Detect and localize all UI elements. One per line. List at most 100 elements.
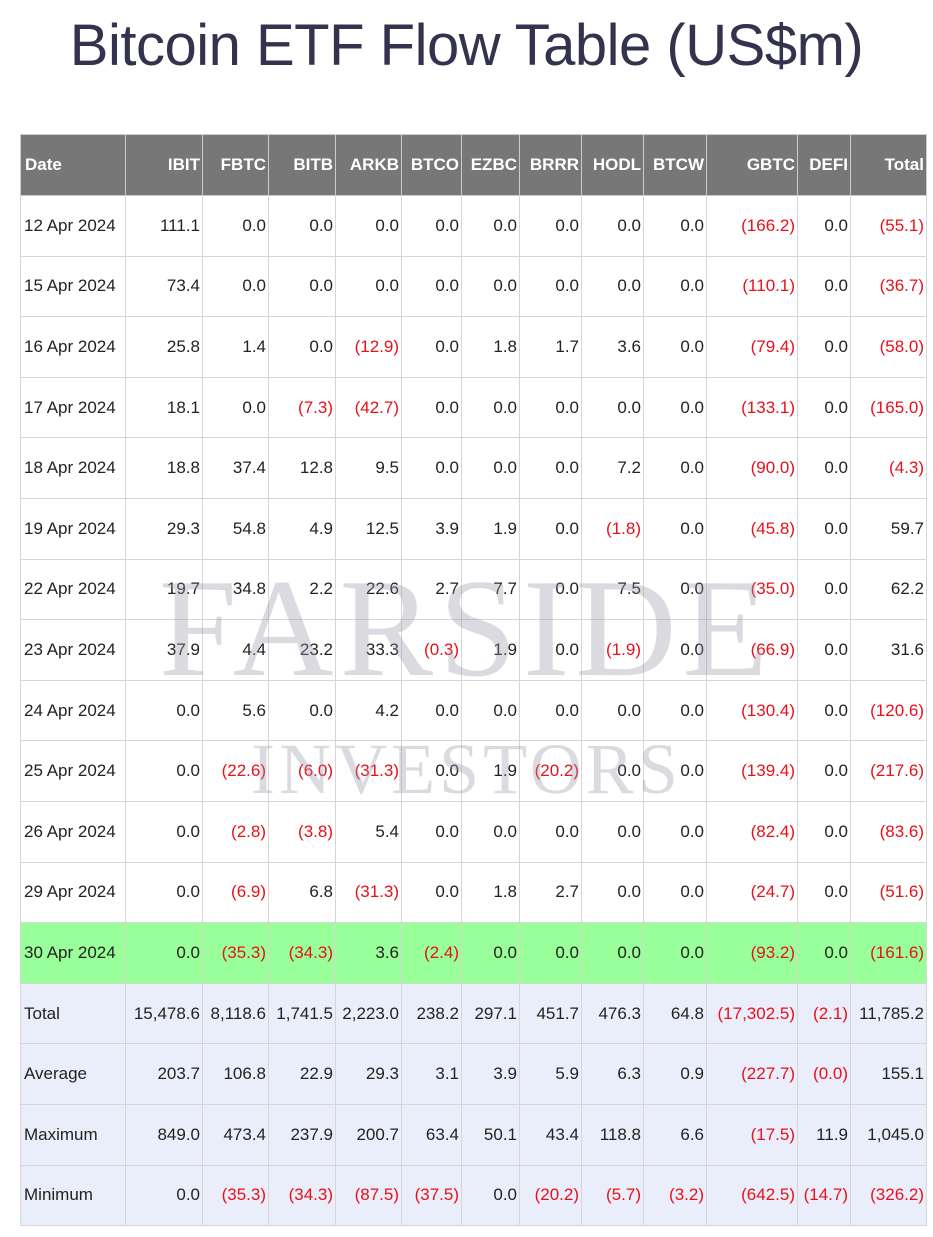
cell-hodl: 0.0 (581, 861, 644, 924)
cell-hodl: 0.0 (581, 679, 644, 742)
row-label: Minimum (20, 1164, 126, 1227)
cell-total: 59.7 (850, 497, 927, 560)
cell-ezbc: 1.9 (461, 497, 520, 560)
cell-ibit: 203.7 (125, 1043, 203, 1105)
cell-btco: 0.0 (401, 195, 462, 257)
table-row: 17 Apr 2024 18.1 0.0 (7.3) (42.7) 0.0 0.0 0.0 0.… (20, 376, 927, 439)
cell-gbtc: (130.4) (706, 679, 798, 742)
cell-btco: 0.0 (401, 437, 462, 499)
table-row: 26 Apr 2024 0.0 (2.8) (3.8) 5.4 0.0 0.0 0.0 0.0 0… (20, 800, 927, 863)
cell-btcw: 0.0 (643, 316, 707, 378)
cell-total: 11,785.2 (850, 982, 927, 1045)
cell-brrr: 0.0 (519, 679, 582, 742)
cell-hodl: 7.2 (581, 437, 644, 499)
cell-ibit: 73.4 (125, 255, 203, 318)
cell-arkb: (42.7) (335, 376, 402, 439)
cell-ezbc: 3.9 (461, 1043, 520, 1105)
column-header-fbtc: FBTC (202, 134, 269, 196)
cell-arkb: 200.7 (335, 1103, 402, 1166)
cell-defi: (14.7) (797, 1164, 851, 1227)
cell-btco: 3.9 (401, 497, 462, 560)
table-header-row: Date IBIT FBTC BITB ARKB BTCO EZBC BRRR HODL BTCW… (20, 134, 927, 196)
cell-hodl: 7.5 (581, 558, 644, 621)
cell-brrr: 0.0 (519, 255, 582, 318)
cell-defi: 0.0 (797, 497, 851, 560)
cell-ibit: 0.0 (125, 679, 203, 742)
table-row: 25 Apr 2024 0.0 (22.6) (6.0) (31.3) 0.0 1.9 (20… (20, 740, 927, 802)
cell-ezbc: 0.0 (461, 1164, 520, 1227)
cell-gbtc: (90.0) (706, 437, 798, 499)
cell-fbtc: 34.8 (202, 558, 269, 621)
cell-bitb: 12.8 (268, 437, 336, 499)
cell-btco: 0.0 (401, 740, 462, 802)
cell-btco: (0.3) (401, 619, 462, 681)
cell-ibit: 849.0 (125, 1103, 203, 1166)
cell-gbtc: (110.1) (706, 255, 798, 318)
cell-hodl: (5.7) (581, 1164, 644, 1227)
cell-ezbc: 7.7 (461, 558, 520, 621)
cell-ezbc: 0.0 (461, 255, 520, 318)
cell-fbtc: (22.6) (202, 740, 269, 802)
cell-ezbc: 0.0 (461, 195, 520, 257)
cell-gbtc: (133.1) (706, 376, 798, 439)
cell-brrr: 5.9 (519, 1043, 582, 1105)
cell-arkb: 5.4 (335, 800, 402, 863)
cell-ezbc: 0.0 (461, 800, 520, 863)
cell-arkb: 0.0 (335, 195, 402, 257)
cell-fbtc: 54.8 (202, 497, 269, 560)
row-label: Maximum (20, 1103, 126, 1166)
summary-row-average: Average 203.7 106.8 22.9 29.3 3.1 3.9 5.9 6.3 0.9… (20, 1043, 927, 1105)
cell-total: 31.6 (850, 619, 927, 681)
table-row: 16 Apr 2024 25.8 1.4 0.0 (12.9) 0.0 1.8 1.7 3.6 0… (20, 316, 927, 378)
cell-btcw: 0.0 (643, 255, 707, 318)
cell-hodl: 0.0 (581, 195, 644, 257)
cell-brrr: 0.0 (519, 497, 582, 560)
cell-ibit: 18.8 (125, 437, 203, 499)
cell-fbtc: 37.4 (202, 437, 269, 499)
table-row: 12 Apr 2024 111.1 0.0 0.0 0.0 0.0 0.0 0.0 0.0 0.0… (20, 195, 927, 257)
cell-gbtc: (93.2) (706, 922, 798, 984)
cell-ibit: 0.0 (125, 861, 203, 924)
cell-fbtc: (2.8) (202, 800, 269, 863)
cell-gbtc: (17,302.5) (706, 982, 798, 1045)
cell-fbtc: 4.4 (202, 619, 269, 681)
cell-fbtc: 473.4 (202, 1103, 269, 1166)
cell-gbtc: (227.7) (706, 1043, 798, 1105)
cell-defi: 0.0 (797, 800, 851, 863)
cell-total: 62.2 (850, 558, 927, 621)
cell-brrr: 1.7 (519, 316, 582, 378)
table-body: 12 Apr 2024 111.1 0.0 0.0 0.0 0.0 0.0 0.0 0.0 0.0… (20, 195, 927, 1227)
row-label: 15 Apr 2024 (20, 255, 126, 318)
row-label: Average (20, 1043, 126, 1105)
cell-ibit: 0.0 (125, 740, 203, 802)
cell-brrr: 0.0 (519, 619, 582, 681)
cell-fbtc: 0.0 (202, 376, 269, 439)
cell-ezbc: 50.1 (461, 1103, 520, 1166)
cell-total: (165.0) (850, 376, 927, 439)
cell-defi: 0.0 (797, 740, 851, 802)
cell-total: (326.2) (850, 1164, 927, 1227)
table-row: 15 Apr 2024 73.4 0.0 0.0 0.0 0.0 0.0 0.0 0.0 0.0(… (20, 255, 927, 318)
cell-brrr: (20.2) (519, 740, 582, 802)
cell-defi: 0.0 (797, 437, 851, 499)
cell-hodl: 0.0 (581, 800, 644, 863)
cell-defi: (2.1) (797, 982, 851, 1045)
cell-bitb: (34.3) (268, 922, 336, 984)
cell-btcw: 0.0 (643, 558, 707, 621)
cell-bitb: 22.9 (268, 1043, 336, 1105)
cell-btcw: 0.0 (643, 437, 707, 499)
cell-btcw: 0.0 (643, 800, 707, 863)
table-row: 18 Apr 2024 18.8 37.4 12.8 9.5 0.0 0.0 0.0 7.2 0.… (20, 437, 927, 499)
cell-brrr: 0.0 (519, 800, 582, 863)
cell-btco: 0.0 (401, 800, 462, 863)
cell-total: (4.3) (850, 437, 927, 499)
cell-bitb: (34.3) (268, 1164, 336, 1227)
cell-defi: 0.0 (797, 316, 851, 378)
cell-defi: 0.0 (797, 679, 851, 742)
cell-hodl: 6.3 (581, 1043, 644, 1105)
cell-arkb: 33.3 (335, 619, 402, 681)
cell-fbtc: 8,118.6 (202, 982, 269, 1045)
summary-row-total: Total 15,478.6 8,118.6 1,741.5 2,223.0 238.2 2… (20, 982, 927, 1045)
column-header-total: Total (850, 134, 927, 196)
cell-btcw: 0.0 (643, 376, 707, 439)
